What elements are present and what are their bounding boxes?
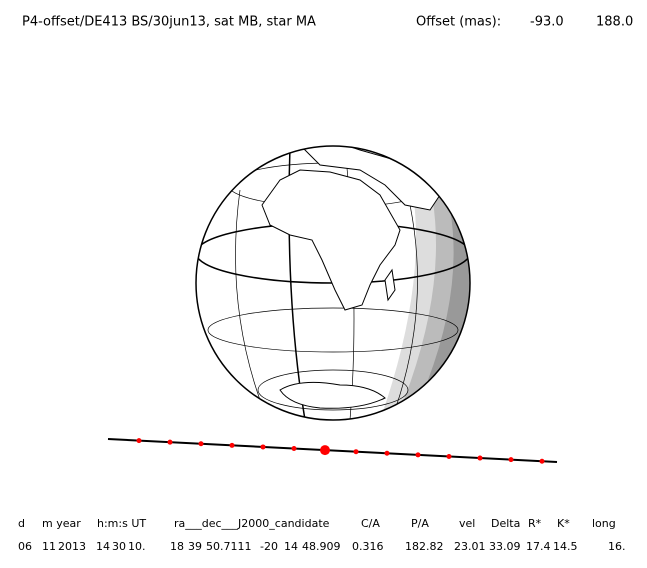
time-marker [508, 457, 514, 463]
time-marker [477, 455, 483, 461]
table-cell: 16. [608, 540, 626, 553]
table: d m year h:m:s UT ra___dec___J2000_candi… [18, 517, 616, 530]
column-header: h:m:s UT [97, 517, 146, 530]
column-header: ra___dec___J2000_candidate [174, 517, 330, 530]
column-header: vel [459, 517, 475, 530]
time-marker [446, 453, 452, 459]
globe [195, 145, 471, 421]
table-cell: 2013 [58, 540, 86, 553]
time-marker [384, 450, 390, 456]
time-marker [539, 458, 545, 464]
column-header: K* [557, 517, 570, 530]
offset-label: Offset (mas): [416, 15, 501, 30]
shadow-track [107, 438, 558, 464]
time-marker [167, 439, 173, 445]
time-marker [260, 444, 266, 450]
title: P4-offset/DE413 BS/30jun13, sat MB, star… [22, 15, 316, 30]
table-cell: -20 [260, 540, 278, 553]
table-row: 06 11 2013 14 30 10. 18 39 50.7111 -20 14 48.909 0.3… [18, 540, 626, 553]
column-header: d [18, 517, 25, 530]
table-cell: 0.316 [352, 540, 384, 553]
time-marker [320, 445, 330, 456]
column-header: long [592, 517, 616, 530]
time-marker [229, 442, 235, 448]
time-marker [291, 446, 297, 452]
track-line [107, 438, 558, 463]
table-cell: 14 [96, 540, 110, 553]
column-header: R* [528, 517, 542, 530]
table-cell: 10. [128, 540, 146, 553]
table-cell: 48.909 [302, 540, 341, 553]
table-cell: 17.4 [526, 540, 551, 553]
time-marker [415, 452, 421, 458]
table-cell: 33.09 [489, 540, 521, 553]
time-marker [353, 449, 359, 455]
table-cell: 11 [42, 540, 56, 553]
table-cell: 06 [18, 540, 32, 553]
table-cell: 14 [284, 540, 298, 553]
column-header: Delta [491, 517, 520, 530]
offset-value: 188.0 [596, 15, 633, 30]
table-cell: 14.5 [553, 540, 578, 553]
table-cell: 23.01 [454, 540, 486, 553]
table-cell: 182.82 [405, 540, 444, 553]
table-cell: 30 [112, 540, 126, 553]
column-header: C/A [361, 517, 380, 530]
table-cell: 18 [170, 540, 184, 553]
table-cell: 39 [188, 540, 202, 553]
column-header: P/A [411, 517, 429, 530]
table-cell: 50.7111 [206, 540, 252, 553]
time-marker [198, 441, 204, 447]
column-header: m year [42, 517, 81, 530]
time-marker [136, 438, 142, 444]
offset-value: -93.0 [530, 15, 564, 30]
